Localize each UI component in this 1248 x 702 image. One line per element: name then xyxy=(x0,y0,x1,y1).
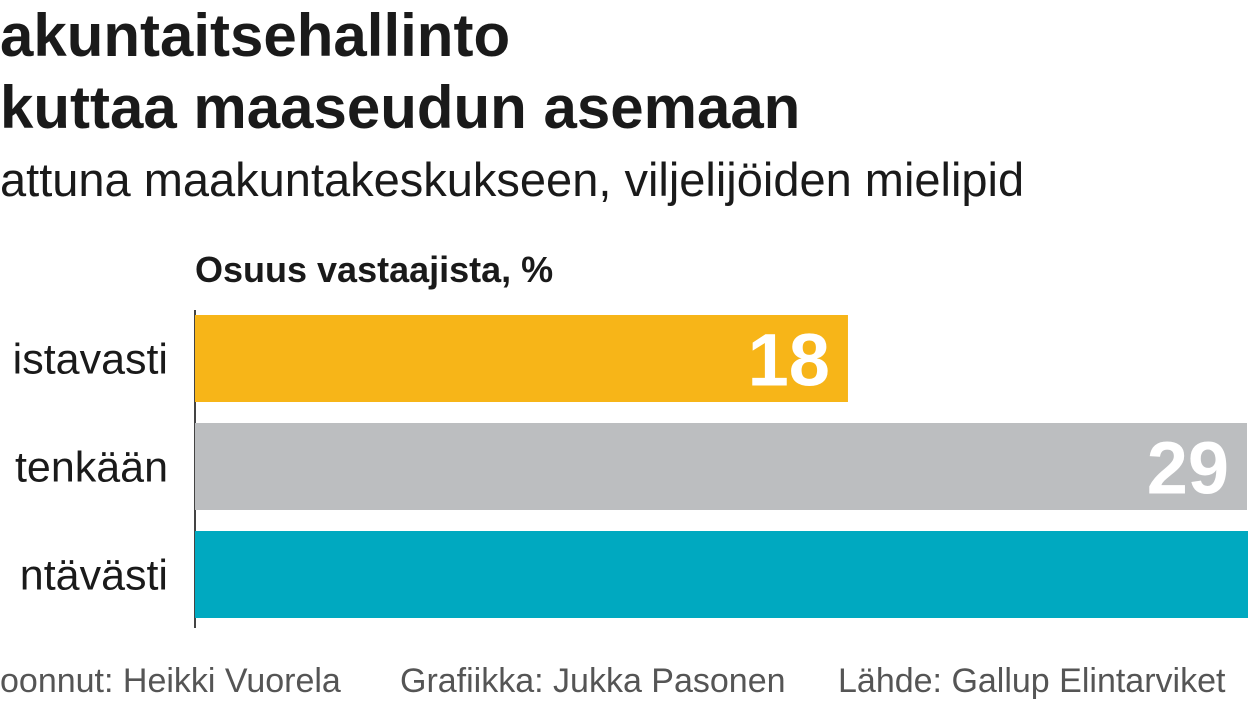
chart-title: akuntaitsehallinto xyxy=(0,2,510,69)
footer: Lähde: Gallup Elintarviket xyxy=(838,662,1226,700)
bar xyxy=(195,423,1247,510)
bar xyxy=(195,531,1248,618)
value-label: 29 xyxy=(1147,427,1229,510)
footer: Grafiikka: Jukka Pasonen xyxy=(400,662,786,700)
category-label: ntävästi xyxy=(20,552,168,600)
chart-subtitle: attuna maakuntakeskukseen, viljelijöiden… xyxy=(0,153,1024,206)
chart-title: kuttaa maaseudun asemaan xyxy=(0,74,800,141)
footer: oonnut: Heikki Vuorela xyxy=(0,662,341,700)
category-label: tenkään xyxy=(15,444,168,492)
value-label: 18 xyxy=(748,319,830,402)
category-label: istavasti xyxy=(13,336,168,384)
axis-label: Osuus vastaajista, % xyxy=(195,249,553,290)
bar xyxy=(195,315,848,402)
